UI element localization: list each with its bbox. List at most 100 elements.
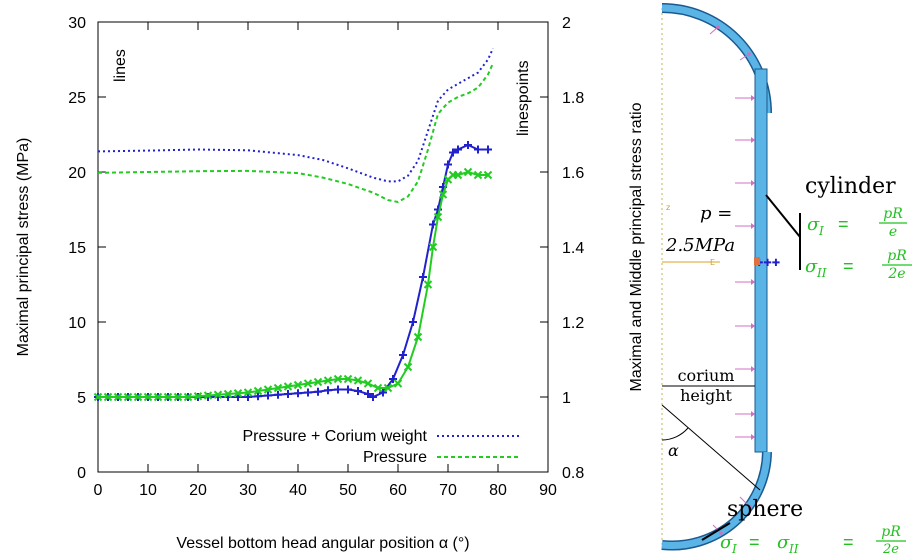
pressure-arrow [735,279,755,285]
data-point [284,390,292,398]
pressure-arrow [712,524,723,535]
vessel-diagram: ✚✚✚ E z p = 2.5MPa corium height α cylin… [661,3,912,554]
cyl-sigma-II-den: 2e [887,266,905,282]
data-point [173,392,183,402]
pressure-arrow [735,434,755,440]
data-point [264,391,272,400]
data-point [133,392,143,402]
cyl-sigma-II-lhs: σ [805,256,818,277]
data-point [363,379,373,388]
stress-chart: 0 10 20 30 40 50 60 70 80 90 0 5 10 15 20 25 30 0.8 1 1.2… [15,15,645,552]
cyl-sigma-II-sub: II [816,266,827,280]
data-point [253,386,263,396]
y-tick-label: 30 [68,15,86,32]
y2-tick-label: 1.6 [562,165,584,182]
pressure-arrow [735,180,755,186]
x-tick-label: 20 [189,482,207,499]
data-point [113,392,123,402]
gauge-marker-orange [754,257,760,265]
cylinder-label: cylinder [805,174,896,199]
data-point [273,383,283,393]
plot-frame [97,21,549,473]
sph-sigma-sub2: II [788,542,799,554]
annotation-linespoints: linespoints [515,60,532,136]
data-point [333,374,343,384]
x-tick-label: 60 [389,482,407,499]
data-point [293,380,303,390]
data-point [313,377,323,387]
data-point [373,383,383,393]
series-line-1 [97,62,494,204]
y-tick-label: 20 [68,165,86,182]
cylinder-sigma-II-formula: σ II = pR 2e [805,248,912,282]
annotation-lines: lines [112,49,129,82]
pressure-arrow [735,366,755,372]
data-point [473,170,483,180]
y-tick-label: 5 [77,390,86,407]
cyl-sigma-I-lhs: σ [807,214,820,235]
alpha-radius-line [661,404,761,491]
x-tick-label: 30 [239,482,257,499]
series-line-3 [98,170,488,398]
series-0 [97,47,494,183]
data-point [303,379,313,388]
sphere-label: sphere [727,497,803,522]
gauge-marker-blue: ✚✚✚ [755,258,780,269]
y-tick-label: 10 [68,315,86,332]
data-point [274,390,282,399]
cylinder-sigma-I-formula: σ I = pR e [807,206,907,240]
data-point [423,280,433,289]
data-point [254,392,262,401]
data-point [93,392,103,402]
cyl-sigma-II-equals: = [843,256,854,276]
series-group [93,47,494,402]
x-tick-label: 80 [489,482,507,499]
cyl-sigma-I-equals: = [838,214,849,234]
data-point [203,391,213,400]
data-point [383,383,393,393]
data-point [429,220,437,229]
x-tick-label: 90 [539,482,557,499]
data-point [163,392,173,402]
y-tick-label: 15 [68,240,86,257]
data-point [243,388,253,397]
data-point [389,375,397,383]
pressure-arrow [709,25,720,35]
data-point [428,242,438,252]
series-line-0 [97,47,494,183]
pressure-value: 2.5MPa [665,235,735,256]
x-tick-labels: 0 10 20 30 40 50 60 70 80 90 [94,482,557,499]
data-point [323,376,333,385]
data-point [449,148,457,157]
y2-tick-label: 1.2 [562,315,584,332]
data-point [444,160,452,169]
data-point [244,393,252,401]
cylinder-pointer [765,194,801,238]
data-point [463,167,473,177]
pressure-arrows [709,25,755,535]
series-1 [97,62,494,204]
data-point [304,388,312,397]
data-point [263,385,273,394]
axis-ticks [97,21,549,473]
data-point [334,385,342,394]
pressure-arrow [739,496,752,509]
data-point [143,392,153,402]
pressure-arrow [735,223,755,229]
height-label: height [680,386,732,405]
data-point [483,170,493,180]
gauge-markers: ✚✚✚ [754,257,780,269]
data-point [183,392,193,402]
data-point [419,273,427,281]
pressure-arrow [735,137,755,143]
pressure-arrow [735,411,755,417]
pressure-label: p = [700,203,732,224]
data-point [379,388,387,397]
pressure-arrow [735,95,755,101]
y2-tick-label: 1.8 [562,90,584,107]
cyl-sigma-I-den: e [889,224,897,240]
x-tick-label: 40 [289,482,307,499]
sph-sigma-lhs1: σ [720,532,733,553]
y2-tick-label: 1.4 [562,240,584,257]
data-point [153,392,163,402]
